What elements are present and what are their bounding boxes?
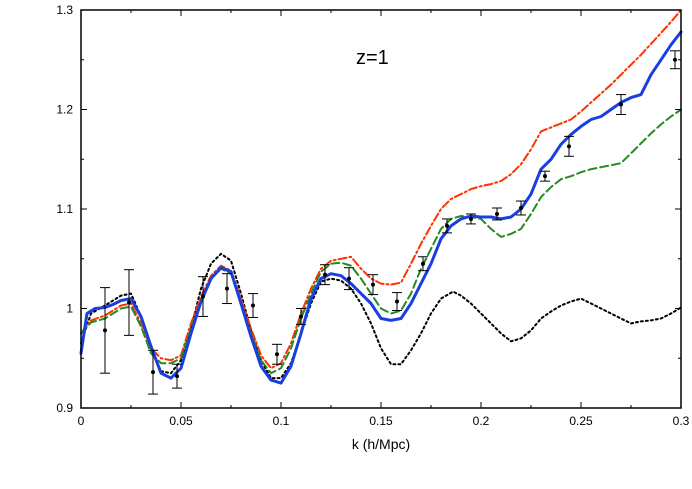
data-point	[670, 50, 680, 70]
data-point	[540, 170, 550, 182]
data-point	[248, 293, 258, 318]
data-point	[296, 308, 306, 325]
point-marker	[619, 102, 623, 107]
point-marker	[225, 286, 229, 291]
point-marker	[151, 370, 155, 375]
point-marker	[421, 261, 425, 266]
point-marker	[445, 223, 449, 228]
data-point	[320, 264, 330, 286]
point-marker	[395, 299, 399, 304]
data-point	[442, 218, 452, 234]
series-line-3	[79, 30, 683, 385]
point-marker	[201, 294, 205, 299]
x-tick-label: 0	[78, 414, 85, 428]
data-point	[418, 256, 428, 272]
y-tick-label: 1.1	[56, 202, 73, 216]
point-marker	[495, 211, 499, 216]
point-marker	[673, 57, 677, 62]
data-point	[222, 273, 232, 305]
point-marker	[371, 282, 375, 287]
data-point	[564, 135, 574, 157]
y-tick-label: 0.9	[56, 401, 73, 415]
x-tick-label: 0.1	[273, 414, 290, 428]
point-marker	[519, 206, 523, 211]
x-tick-label: 0.15	[369, 414, 393, 428]
y-tick-label: 1.2	[56, 103, 73, 117]
x-tick-label: 0.3	[673, 414, 690, 428]
point-marker	[323, 272, 327, 277]
point-marker	[127, 300, 131, 305]
data-point	[172, 363, 182, 389]
point-marker	[103, 328, 107, 333]
x-tick-label: 0.05	[169, 414, 193, 428]
point-marker	[275, 352, 279, 357]
data-point	[516, 200, 526, 216]
y-tick-label: 1.3	[56, 3, 73, 17]
data-point	[616, 94, 626, 115]
data-point	[392, 292, 402, 311]
x-tick-label: 0.25	[569, 414, 593, 428]
data-point	[344, 267, 354, 291]
point-marker	[347, 276, 351, 281]
data-point	[100, 287, 110, 374]
point-marker	[251, 303, 255, 308]
series-layer	[79, 9, 683, 385]
x-tick-label: 0.2	[473, 414, 490, 428]
point-marker	[567, 144, 571, 149]
ticks-layer: 0 0.05 0.1 0.15 0.2 0.25 0.3 0.9 1 1.1 1.2 1.3	[56, 3, 689, 428]
data-point	[466, 213, 476, 225]
series-line-1	[80, 9, 682, 370]
data-point	[368, 274, 378, 296]
point-marker	[543, 174, 547, 179]
data-points-layer	[100, 50, 680, 395]
redshift-annotation: z=1	[356, 47, 389, 69]
data-point	[272, 343, 282, 365]
point-marker	[299, 314, 303, 319]
y-tick-label: 1	[66, 302, 73, 316]
point-marker	[469, 216, 473, 221]
series-line-2	[80, 108, 682, 375]
data-point	[198, 276, 208, 317]
x-axis-label: k (h/Mpc)	[352, 436, 410, 452]
data-point	[492, 207, 502, 221]
data-point	[124, 269, 134, 336]
data-point	[148, 349, 158, 395]
point-marker	[175, 374, 179, 379]
